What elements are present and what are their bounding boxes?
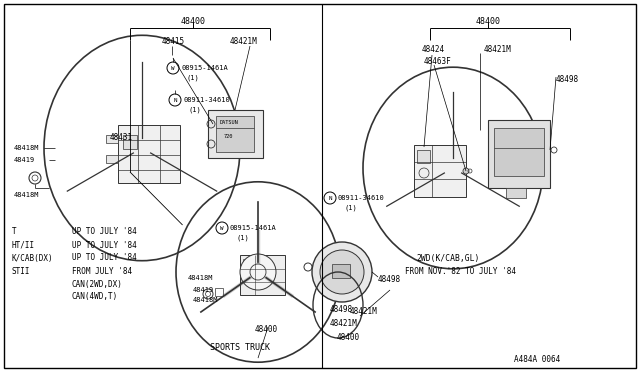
Text: 48415: 48415 — [162, 38, 185, 46]
Text: CAN(4WD,T): CAN(4WD,T) — [72, 292, 118, 301]
Text: 48418M: 48418M — [188, 275, 214, 281]
Bar — [106, 155, 118, 163]
Text: 48418M: 48418M — [14, 145, 40, 151]
Text: 48498: 48498 — [556, 76, 579, 84]
Text: 48421M: 48421M — [350, 308, 378, 317]
Circle shape — [167, 62, 179, 74]
Text: (1): (1) — [186, 75, 199, 81]
Text: 2WD(K/CAB,GL): 2WD(K/CAB,GL) — [416, 253, 479, 263]
Text: 08915-1461A: 08915-1461A — [181, 65, 228, 71]
Text: N: N — [328, 196, 332, 201]
Text: 48424: 48424 — [422, 45, 445, 55]
Bar — [106, 135, 118, 143]
Text: CAN(2WD,DX): CAN(2WD,DX) — [72, 279, 123, 289]
Bar — [332, 264, 350, 278]
Text: 48421M: 48421M — [230, 38, 258, 46]
Text: 48418M: 48418M — [14, 192, 40, 198]
Text: 08911-34610: 08911-34610 — [338, 195, 385, 201]
Text: FROM JULY '84: FROM JULY '84 — [72, 266, 132, 276]
Text: 48400: 48400 — [337, 333, 360, 341]
Text: W: W — [172, 65, 175, 71]
Bar — [494, 128, 544, 176]
Bar — [488, 120, 550, 188]
Text: 48498: 48498 — [330, 305, 353, 314]
Text: 48419: 48419 — [193, 287, 214, 293]
Bar — [417, 150, 430, 163]
Text: N: N — [173, 97, 177, 103]
Circle shape — [463, 168, 469, 174]
Bar — [243, 259, 253, 269]
Text: (1): (1) — [344, 205, 356, 211]
Text: 48421M: 48421M — [330, 318, 358, 327]
Text: 48463F: 48463F — [424, 58, 452, 67]
Text: UP TO JULY '84: UP TO JULY '84 — [72, 241, 137, 250]
Bar — [215, 288, 223, 296]
Circle shape — [216, 222, 228, 234]
Text: FROM NOV.'82 TO JULY '84: FROM NOV.'82 TO JULY '84 — [405, 267, 516, 276]
Text: DATSUN: DATSUN — [220, 121, 239, 125]
Text: UP TO JULY '84: UP TO JULY '84 — [72, 228, 137, 237]
Text: STII: STII — [12, 266, 31, 276]
Text: (1): (1) — [188, 107, 201, 113]
Text: 08915-1461A: 08915-1461A — [230, 225, 276, 231]
Circle shape — [320, 250, 364, 294]
Text: A484A 0064: A484A 0064 — [514, 356, 560, 365]
Text: HT/II: HT/II — [12, 241, 35, 250]
Bar — [208, 110, 263, 158]
Text: 48418M: 48418M — [193, 297, 218, 303]
Text: W: W — [220, 225, 224, 231]
Text: 48419: 48419 — [14, 157, 35, 163]
Text: T: T — [12, 228, 17, 237]
Bar — [123, 135, 137, 149]
Bar — [506, 188, 526, 198]
Text: 48431: 48431 — [110, 134, 133, 142]
Text: K/CAB(DX): K/CAB(DX) — [12, 253, 54, 263]
Circle shape — [324, 192, 336, 204]
Text: 48498: 48498 — [378, 276, 401, 285]
Bar — [216, 116, 254, 152]
Text: 720: 720 — [224, 134, 234, 138]
Circle shape — [240, 254, 276, 290]
Text: UP TO JULY '84: UP TO JULY '84 — [72, 253, 137, 263]
Circle shape — [169, 94, 181, 106]
Text: 48400: 48400 — [476, 17, 500, 26]
Text: 48400: 48400 — [255, 326, 278, 334]
Bar — [414, 145, 466, 197]
Text: 48400: 48400 — [180, 17, 205, 26]
Circle shape — [312, 242, 372, 302]
Text: 08911-34610: 08911-34610 — [183, 97, 230, 103]
Text: SPORTS TRUCK: SPORTS TRUCK — [210, 343, 270, 353]
Text: (1): (1) — [236, 235, 249, 241]
Bar — [118, 125, 180, 183]
Text: 48421M: 48421M — [484, 45, 512, 55]
Bar — [240, 255, 285, 295]
